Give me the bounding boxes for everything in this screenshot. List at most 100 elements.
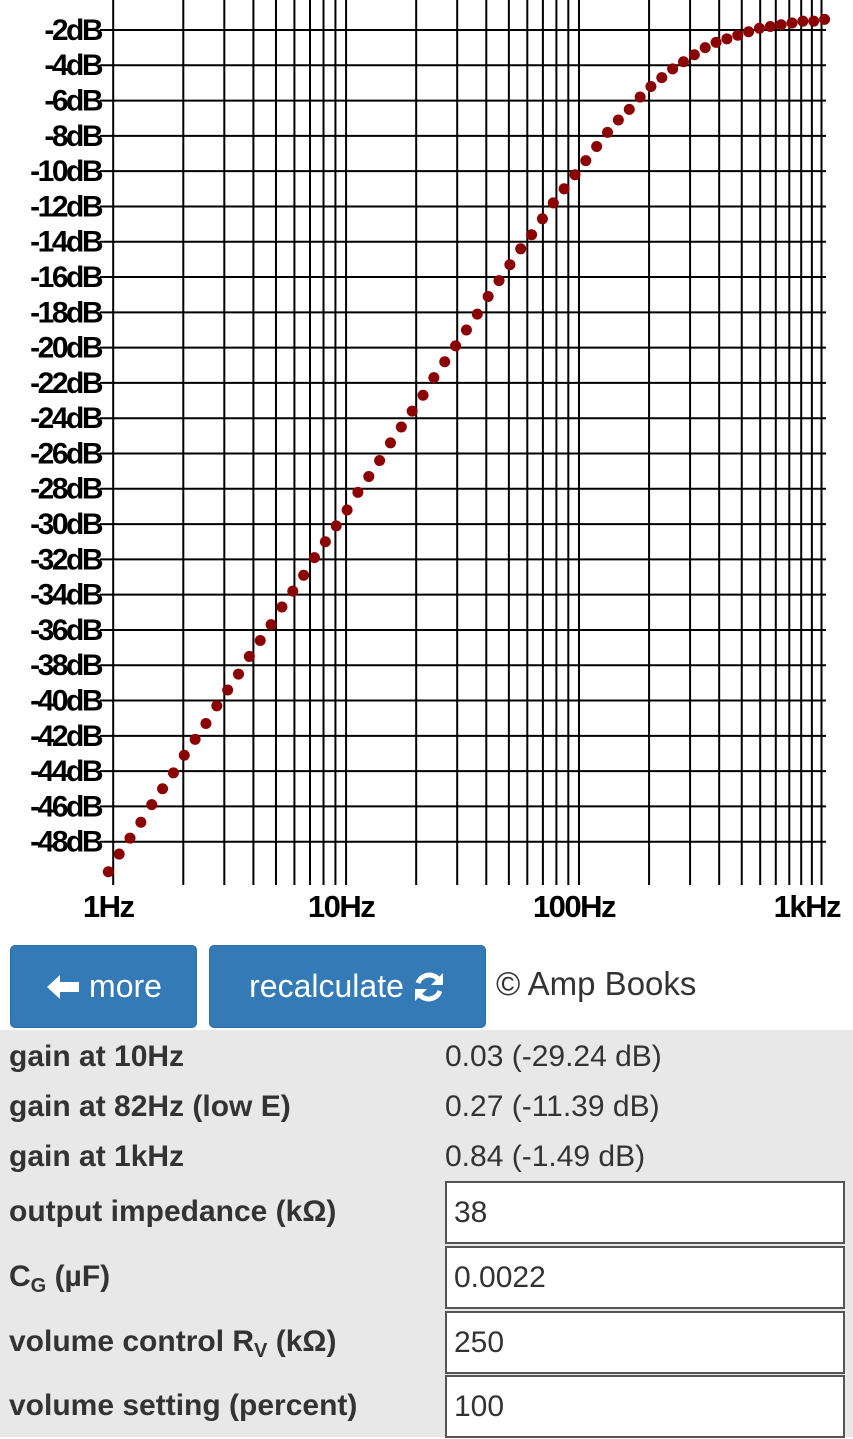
data-point	[439, 356, 451, 368]
y-tick-label: -26dB	[30, 437, 103, 470]
chart: 1Hz 10Hz 100Hz 1kHz -2dB-4dB-6dB-8dB-10dB-12…	[30, 0, 843, 924]
recalculate-button[interactable]: recalculate	[209, 945, 486, 1028]
result-row: gain at 1kHz 0.84 (-1.49 dB)	[0, 1140, 853, 1190]
data-point	[363, 470, 375, 482]
data-point	[254, 635, 266, 647]
data-point	[493, 275, 505, 287]
result-value: 0.27 (-11.39 dB)	[445, 1090, 660, 1123]
text-input[interactable]: 0.0022	[445, 1246, 845, 1309]
button-label: more	[89, 968, 162, 1004]
y-tick-label: -34dB	[30, 579, 103, 612]
y-tick-label: -38dB	[30, 649, 103, 682]
data-point	[623, 103, 635, 115]
data-point	[786, 17, 798, 29]
y-tick-label: -36dB	[30, 614, 103, 647]
data-point	[406, 405, 418, 417]
data-point	[341, 504, 353, 516]
label-text: (kΩ)	[267, 1325, 337, 1358]
label-subscript: G	[30, 1275, 47, 1297]
label-text: (µF)	[46, 1260, 111, 1293]
data-point	[699, 42, 711, 54]
data-point	[591, 140, 603, 152]
text-input[interactable]: 100	[445, 1375, 845, 1438]
x-tick-label: 1Hz	[83, 889, 135, 924]
data-point	[819, 13, 831, 25]
data-point	[732, 29, 744, 41]
y-tick-label: -12dB	[30, 190, 103, 223]
label-text: C	[9, 1260, 31, 1293]
input-label: volume setting (percent)	[9, 1389, 357, 1423]
data-point	[113, 848, 125, 860]
y-tick-label: -4dB	[44, 49, 103, 82]
data-point	[308, 552, 320, 564]
data-point	[753, 22, 765, 34]
result-row: gain at 10Hz 0.03 (-29.24 dB)	[0, 1040, 853, 1090]
y-tick-label: -20dB	[30, 332, 103, 365]
text-input[interactable]: 250	[445, 1311, 845, 1374]
x-tick-label: 10Hz	[308, 889, 375, 924]
data-point	[102, 866, 114, 878]
data-point	[450, 340, 462, 352]
y-tick-label: -28dB	[30, 473, 103, 506]
data-point	[504, 259, 516, 271]
y-tick-label: -42dB	[30, 720, 103, 753]
data-point	[395, 421, 407, 433]
input-row: CG (µF) 0.0022	[0, 1246, 853, 1310]
y-tick-label: -30dB	[30, 508, 103, 541]
result-value: 0.84 (-1.49 dB)	[445, 1140, 646, 1173]
data-point	[797, 15, 809, 27]
data-point	[602, 126, 614, 138]
label-text: volume control R	[9, 1325, 255, 1358]
data-point	[157, 783, 169, 795]
data-point	[352, 486, 364, 498]
y-tick-label: -14dB	[30, 226, 103, 259]
data-point	[569, 169, 581, 181]
label-text: volume setting (percent)	[9, 1389, 358, 1422]
data-point	[580, 155, 592, 167]
data-point	[319, 536, 331, 548]
data-point	[330, 520, 342, 532]
label-subscript: V	[254, 1340, 268, 1362]
more-button[interactable]: more	[10, 945, 197, 1028]
result-label: gain at 82Hz (low E)	[9, 1090, 291, 1123]
data-point	[298, 569, 310, 581]
data-point	[710, 36, 722, 48]
text-input[interactable]: 38	[445, 1181, 845, 1244]
data-point	[287, 585, 299, 597]
y-tick-label: -22dB	[30, 367, 103, 400]
settings-panel: gain at 10Hz 0.03 (-29.24 dB) gain at 82Hz…	[0, 1030, 853, 1439]
data-point	[775, 19, 787, 31]
copyright: © Amp Books	[496, 965, 697, 1002]
data-point	[536, 213, 548, 225]
result-label: gain at 10Hz	[9, 1040, 185, 1073]
data-point	[384, 437, 396, 449]
y-tick-label: -44dB	[30, 755, 103, 788]
input-row: output impedance (kΩ) 38	[0, 1181, 853, 1245]
data-point	[417, 389, 429, 401]
data-point	[526, 229, 538, 241]
data-point	[124, 832, 136, 844]
input-label: volume control RV (kΩ)	[9, 1325, 336, 1363]
data-point	[189, 733, 201, 745]
data-point	[764, 20, 776, 32]
y-tick-label: -40dB	[30, 684, 103, 717]
arrow-left-icon	[47, 974, 80, 999]
result-value: 0.03 (-29.24 dB)	[445, 1040, 662, 1073]
y-tick-label: -46dB	[30, 790, 103, 823]
data-point	[678, 56, 690, 68]
data-point	[146, 799, 158, 811]
y-tick-label: -2dB	[44, 14, 103, 47]
input-label: CG (µF)	[9, 1260, 110, 1298]
data-point	[721, 33, 733, 45]
data-point	[460, 324, 472, 336]
data-point	[547, 197, 559, 209]
label-text: output impedance (kΩ)	[9, 1195, 337, 1228]
data-point	[276, 601, 288, 613]
data-point	[482, 290, 494, 302]
data-point	[808, 15, 820, 27]
input-row: volume setting (percent) 100	[0, 1375, 853, 1439]
x-tick-label: 100Hz	[533, 889, 616, 924]
data-point	[374, 455, 386, 467]
input-row: volume control RV (kΩ) 250	[0, 1311, 853, 1375]
button-label: recalculate	[249, 968, 404, 1004]
